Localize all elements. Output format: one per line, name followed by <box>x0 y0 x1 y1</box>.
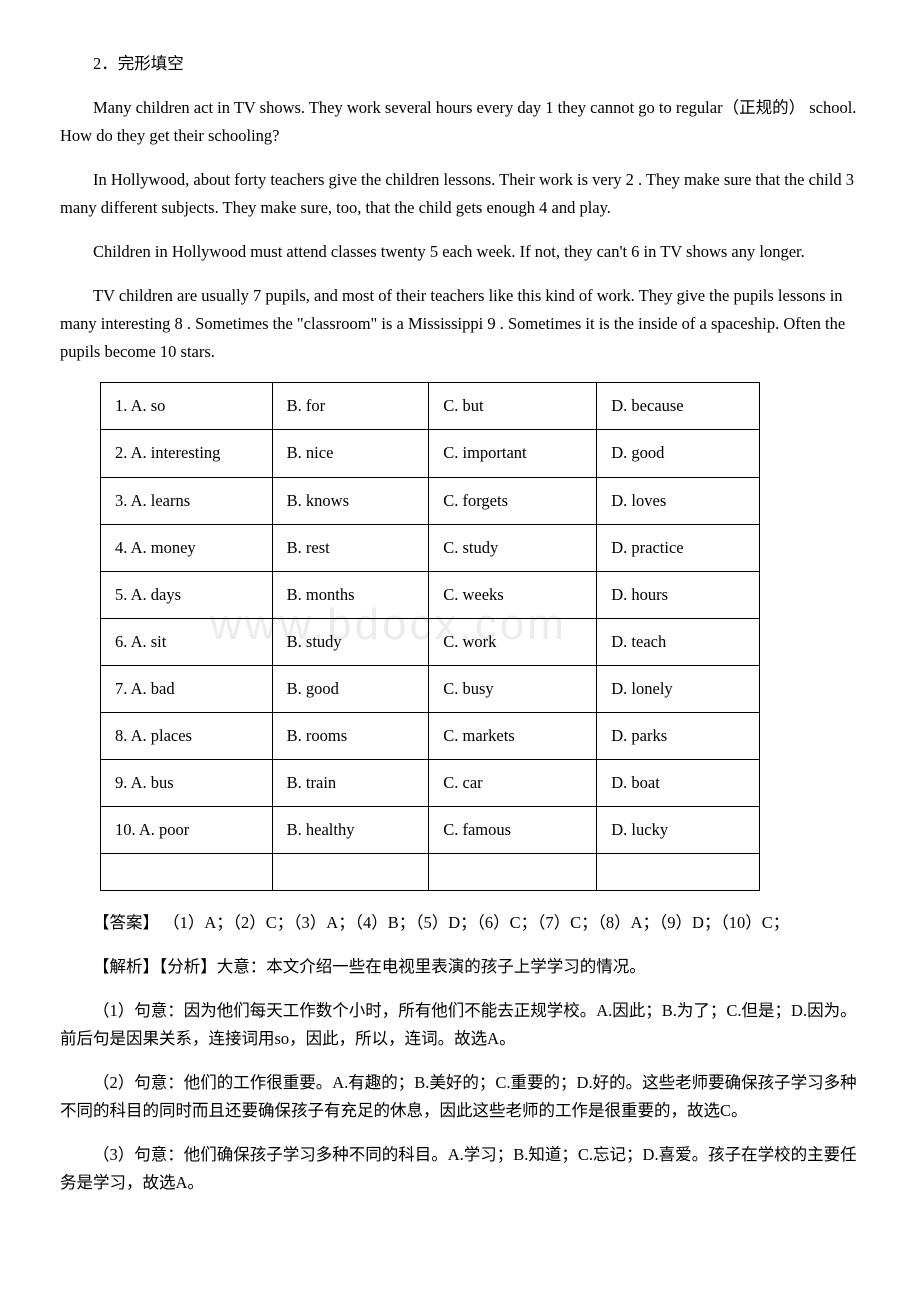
empty-cell <box>597 853 760 890</box>
option-cell: C. forgets <box>429 477 597 524</box>
analysis-text: 【解析】【分析】大意：本文介绍一些在电视里表演的孩子上学学习的情况。 <box>60 953 860 981</box>
option-cell: D. because <box>597 383 760 430</box>
empty-cell <box>429 853 597 890</box>
answer-text: 【答案】 （1）A；（2）C；（3）A；（4）B；（5）D；（6）C；（7）C；… <box>60 909 860 937</box>
option-cell: D. lucky <box>597 806 760 853</box>
passage-paragraph-1: Many children act in TV shows. They work… <box>60 94 860 150</box>
explanation-3: （3）句意：他们确保孩子学习多种不同的科目。A.学习；B.知道；C.忘记；D.喜… <box>60 1141 860 1197</box>
option-cell: D. boat <box>597 759 760 806</box>
option-cell: C. study <box>429 524 597 571</box>
table-row: 2. A. interesting B. nice C. important D… <box>101 430 760 477</box>
empty-cell <box>272 853 429 890</box>
explanation-1: （1）句意：因为他们每天工作数个小时，所有他们不能去正规学校。A.因此；B.为了… <box>60 997 860 1053</box>
table-row: 6. A. sit B. study C. work D. teach <box>101 618 760 665</box>
option-cell: D. hours <box>597 571 760 618</box>
option-cell: B. nice <box>272 430 429 477</box>
option-cell: D. good <box>597 430 760 477</box>
table-row: 10. A. poor B. healthy C. famous D. luck… <box>101 806 760 853</box>
option-cell: C. car <box>429 759 597 806</box>
table-row: 7. A. bad B. good C. busy D. lonely <box>101 665 760 712</box>
option-cell: 9. A. bus <box>101 759 273 806</box>
option-cell: 4. A. money <box>101 524 273 571</box>
option-cell: 2. A. interesting <box>101 430 273 477</box>
option-cell: C. important <box>429 430 597 477</box>
question-number: 2．完形填空 <box>60 50 860 78</box>
option-cell: C. work <box>429 618 597 665</box>
option-cell: D. loves <box>597 477 760 524</box>
option-cell: B. healthy <box>272 806 429 853</box>
option-cell: D. lonely <box>597 665 760 712</box>
option-cell: 3. A. learns <box>101 477 273 524</box>
option-cell: D. teach <box>597 618 760 665</box>
option-cell: C. but <box>429 383 597 430</box>
option-cell: 6. A. sit <box>101 618 273 665</box>
table-row: 4. A. money B. rest C. study D. practice <box>101 524 760 571</box>
option-cell: B. good <box>272 665 429 712</box>
passage-paragraph-4: TV children are usually 7 pupils, and mo… <box>60 282 860 366</box>
option-cell: B. rooms <box>272 712 429 759</box>
option-cell: C. famous <box>429 806 597 853</box>
option-cell: D. parks <box>597 712 760 759</box>
option-cell: C. markets <box>429 712 597 759</box>
option-cell: B. months <box>272 571 429 618</box>
option-cell: 1. A. so <box>101 383 273 430</box>
table-row-empty <box>101 853 760 890</box>
option-cell: D. practice <box>597 524 760 571</box>
passage-paragraph-2: In Hollywood, about forty teachers give … <box>60 166 860 222</box>
passage-paragraph-3: Children in Hollywood must attend classe… <box>60 238 860 266</box>
option-cell: 7. A. bad <box>101 665 273 712</box>
option-cell: B. for <box>272 383 429 430</box>
table-row: 1. A. so B. for C. but D. because <box>101 383 760 430</box>
table-row: 9. A. bus B. train C. car D. boat <box>101 759 760 806</box>
option-cell: B. study <box>272 618 429 665</box>
option-cell: 8. A. places <box>101 712 273 759</box>
option-cell: C. weeks <box>429 571 597 618</box>
table-row: 3. A. learns B. knows C. forgets D. love… <box>101 477 760 524</box>
options-table: 1. A. so B. for C. but D. because 2. A. … <box>100 382 760 890</box>
option-cell: B. knows <box>272 477 429 524</box>
option-cell: B. train <box>272 759 429 806</box>
option-cell: C. busy <box>429 665 597 712</box>
option-cell: B. rest <box>272 524 429 571</box>
document-content: 2．完形填空 Many children act in TV shows. Th… <box>60 50 860 1197</box>
option-cell: 10. A. poor <box>101 806 273 853</box>
explanation-2: （2）句意：他们的工作很重要。A.有趣的；B.美好的；C.重要的；D.好的。这些… <box>60 1069 860 1125</box>
table-row: 5. A. days B. months C. weeks D. hours <box>101 571 760 618</box>
empty-cell <box>101 853 273 890</box>
table-row: 8. A. places B. rooms C. markets D. park… <box>101 712 760 759</box>
option-cell: 5. A. days <box>101 571 273 618</box>
